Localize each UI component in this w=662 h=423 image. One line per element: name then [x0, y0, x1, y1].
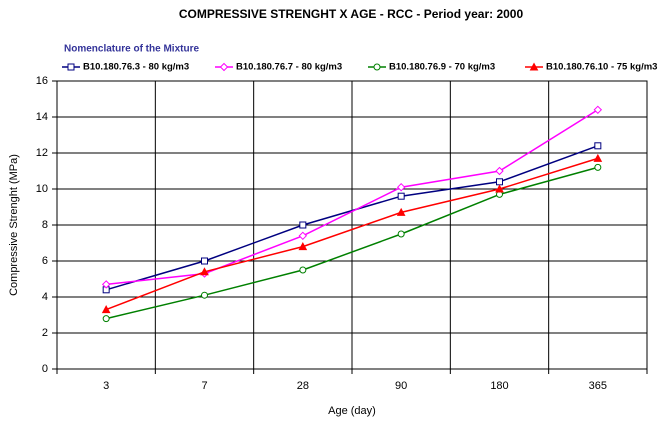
series-line	[105, 166, 599, 320]
legend-label: B10.180.76.3 - 80 kg/m3	[83, 62, 189, 73]
legend-title: Nomenclature of the Mixture	[64, 44, 199, 55]
y-tick-label: 8	[42, 219, 48, 231]
x-tick-label: 365	[589, 380, 607, 392]
marker	[396, 182, 406, 192]
marker	[593, 105, 603, 115]
y-tick-label: 0	[42, 363, 48, 375]
x-tick-label: 180	[490, 380, 508, 392]
marker	[496, 178, 503, 186]
x-tick-label: 28	[297, 380, 309, 392]
series-line	[106, 109, 599, 286]
y-tick-label: 6	[42, 255, 48, 267]
marker	[101, 280, 111, 289]
legend-label: B10.180.76.7 - 80 kg/m3	[236, 62, 342, 73]
series-line	[105, 145, 599, 291]
marker	[373, 63, 381, 71]
marker	[102, 315, 110, 323]
marker	[298, 242, 308, 251]
marker	[397, 230, 405, 238]
plot-frame	[56, 80, 648, 370]
marker	[396, 207, 406, 216]
marker	[201, 257, 208, 265]
marker	[299, 266, 307, 274]
y-tick-label: 14	[36, 111, 48, 123]
y-tick-label: 4	[42, 291, 48, 303]
marker	[529, 62, 539, 71]
x-axis-label: Age (day)	[328, 405, 376, 417]
y-axis-label: Compressive Strenght (MPa)	[8, 154, 20, 296]
legend-item: B10.180.76.3 - 80 kg/m3	[62, 62, 189, 73]
marker	[594, 163, 602, 171]
marker	[495, 184, 504, 193]
marker	[67, 63, 75, 71]
marker	[200, 267, 209, 276]
legend-item: B10.180.76.7 - 80 kg/m3	[215, 62, 342, 73]
legend-item: B10.180.76.10 - 75 kg/m3	[525, 62, 657, 73]
marker	[495, 166, 504, 176]
marker	[299, 221, 307, 229]
y-tick-label: 16	[36, 75, 48, 87]
y-tick-label: 10	[36, 183, 48, 195]
marker	[397, 192, 405, 200]
marker	[594, 142, 602, 150]
legend-label: B10.180.76.9 - 70 kg/m3	[389, 62, 495, 73]
marker	[201, 291, 208, 299]
x-tick-label: 7	[201, 380, 207, 392]
series-line	[105, 157, 599, 311]
legend-item: B10.180.76.9 - 70 kg/m3	[368, 62, 495, 73]
marker	[298, 231, 308, 241]
marker	[593, 153, 603, 162]
legend-label: B10.180.76.10 - 75 kg/m3	[546, 62, 657, 73]
marker	[219, 62, 229, 72]
x-tick-label: 90	[395, 380, 407, 392]
y-tick-label: 2	[42, 327, 48, 339]
x-tick-label: 3	[103, 380, 109, 392]
chart-title: COMPRESSIVE STRENGHT X AGE - RCC - Perio…	[179, 7, 524, 21]
y-tick-label: 12	[36, 147, 48, 159]
marker	[101, 305, 111, 314]
